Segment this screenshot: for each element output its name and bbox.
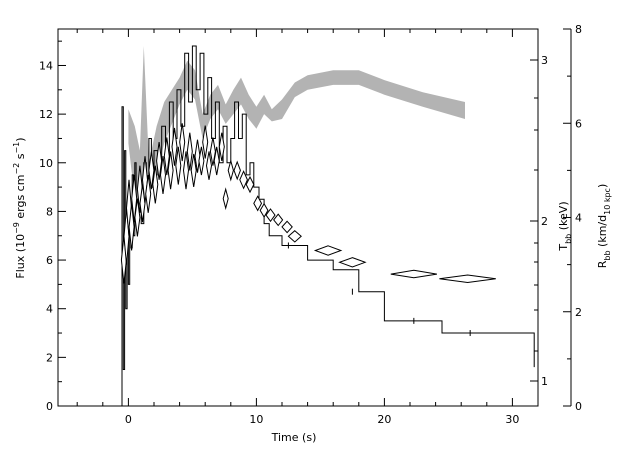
y-r-tick-label: 8 xyxy=(575,23,582,36)
y-t-tick-label: 1 xyxy=(541,375,548,388)
x-tick-label: 20 xyxy=(377,413,391,426)
radius-point xyxy=(273,213,284,227)
radius-point xyxy=(222,187,229,211)
right-r-axis-title: Rbb (km/d10 kpc) xyxy=(596,184,612,269)
y-left-tick-label: 4 xyxy=(46,303,53,316)
radius-point xyxy=(218,132,225,161)
y-left-tick-label: 12 xyxy=(39,108,53,121)
right-r-axis-title-main: R xyxy=(596,260,609,268)
radius-point xyxy=(128,203,135,251)
light-curve-layer xyxy=(120,45,535,407)
left-axis-title-exp3: −1 xyxy=(12,142,21,154)
left-axis-title-mid: ergs cm xyxy=(14,175,27,223)
radius-point xyxy=(148,151,155,190)
radius-point xyxy=(186,132,193,171)
x-tick-label: 0 xyxy=(125,413,132,426)
y-left-tick-label: 2 xyxy=(46,351,53,364)
radius-point xyxy=(167,151,174,190)
right-r-axis-title-end: ) xyxy=(596,184,609,188)
left-axis-title-exp2: −2 xyxy=(12,163,21,175)
right-r-axis-title-sub2: 10 kpc xyxy=(603,188,612,215)
temperature-band xyxy=(128,46,465,212)
radius-point xyxy=(145,175,152,213)
radius-point xyxy=(390,269,437,279)
radius-point xyxy=(175,146,182,185)
y-r-tick-label: 0 xyxy=(575,400,582,413)
plot-frame xyxy=(57,28,539,407)
radius-point xyxy=(152,165,159,204)
left-axis-title-mid2: s xyxy=(14,153,27,162)
plot-border xyxy=(57,28,539,407)
radius-point xyxy=(245,175,255,194)
radius-point xyxy=(159,156,167,194)
radius-point xyxy=(338,257,367,268)
radius-point xyxy=(209,137,216,166)
radius-point xyxy=(156,142,163,180)
y-t-tick-label: 2 xyxy=(541,215,548,228)
radius-point xyxy=(439,274,496,284)
radius-point xyxy=(198,146,205,176)
radius-point xyxy=(205,151,213,180)
x-tick-label: 10 xyxy=(249,413,263,426)
right-t-axis-title-end: (keV) xyxy=(557,201,570,233)
radius-point xyxy=(194,139,201,173)
y-left-tick-label: 10 xyxy=(39,157,53,170)
y-left-tick-label: 6 xyxy=(46,254,53,267)
right-r-axis-title-mid: (km/d xyxy=(596,215,609,251)
radius-points-layer xyxy=(120,123,496,284)
right-r-axis-title-sub: bb xyxy=(603,250,612,260)
left-axis-title-exp1: −9 xyxy=(12,222,21,234)
y-left-tick-label: 0 xyxy=(46,400,53,413)
radius-point xyxy=(233,160,241,181)
x-axis-title: Time (s) xyxy=(271,431,317,444)
radius-point xyxy=(202,125,209,159)
left-axis-title-end: ) xyxy=(14,137,27,141)
temperature-band-layer xyxy=(128,46,465,212)
radius-point xyxy=(265,208,276,223)
radius-point xyxy=(253,195,263,212)
light-curve-line xyxy=(120,45,535,407)
radius-point xyxy=(163,137,170,176)
radius-point xyxy=(190,153,197,187)
radius-point xyxy=(259,202,269,218)
radius-point xyxy=(136,165,143,213)
y-r-tick-label: 4 xyxy=(575,212,582,225)
y-left-tick-label: 14 xyxy=(39,59,53,72)
radius-point xyxy=(182,151,190,190)
radius-point xyxy=(213,146,220,176)
right-t-axis-title-main: T xyxy=(557,244,570,252)
radius-point xyxy=(239,170,248,190)
y-r-tick-label: 2 xyxy=(575,306,582,319)
radius-point xyxy=(134,198,141,237)
radius-point xyxy=(287,230,302,243)
right-t-axis-title: Tbb (keV) xyxy=(557,201,573,251)
y-t-tick-label: 3 xyxy=(541,54,548,67)
y-left-tick-label: 8 xyxy=(46,205,53,218)
y-r-tick-label: 6 xyxy=(575,117,582,130)
radius-point xyxy=(313,245,343,256)
radius-point xyxy=(131,175,138,223)
radius-point xyxy=(179,123,186,162)
left-axis-title-main: Flux (10 xyxy=(14,234,27,279)
left-axis-title: Flux (10−9 ergs cm−2 s−1) xyxy=(12,137,27,278)
right-t-axis-title-sub: bb xyxy=(564,234,573,244)
radius-point xyxy=(281,220,293,234)
radius-point xyxy=(171,127,178,166)
x-tick-label: 30 xyxy=(505,413,519,426)
radius-point xyxy=(227,159,234,182)
